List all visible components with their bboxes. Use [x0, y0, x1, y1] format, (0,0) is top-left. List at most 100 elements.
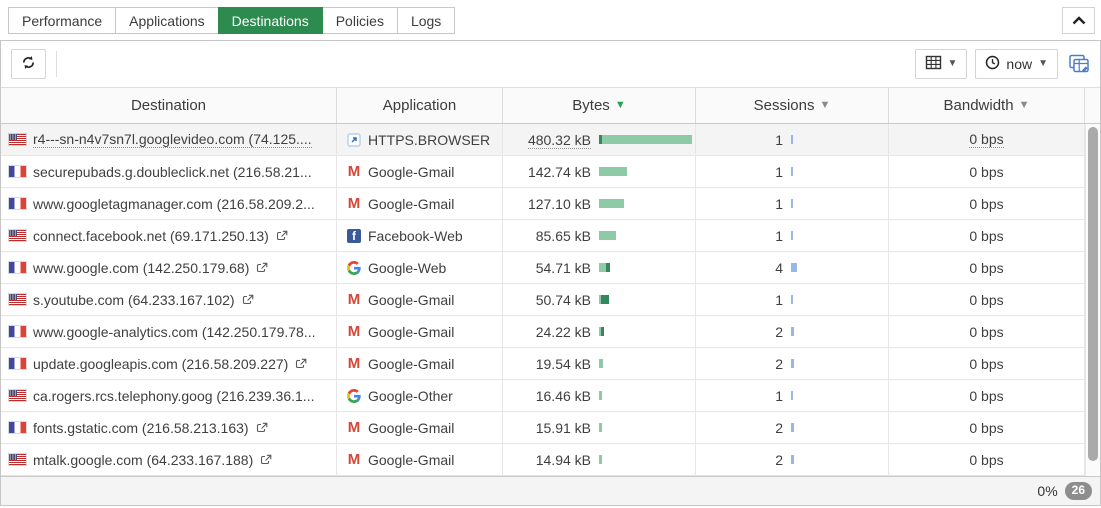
destination-text[interactable]: connect.facebook.net (69.171.250.13) — [33, 227, 269, 244]
popout-report-icon[interactable] — [1068, 54, 1092, 75]
destination-text[interactable]: ca.rogers.rcs.telephony.goog (216.239.36… — [33, 387, 315, 404]
external-link-icon[interactable] — [276, 230, 288, 242]
bandwidth-value[interactable]: 0 bps — [969, 355, 1004, 372]
tab-policies[interactable]: Policies — [321, 7, 398, 34]
column-header-bandwidth[interactable]: Bandwidth ▼ — [889, 88, 1085, 123]
table-row[interactable]: connect.facebook.net (69.171.250.13) f F… — [1, 220, 1100, 252]
toolbar: ▼ now ▼ — [1, 41, 1100, 88]
table-row[interactable]: mtalk.google.com (64.233.167.188) M Goog… — [1, 444, 1100, 476]
bytes-value[interactable]: 15.91 kB — [535, 419, 591, 436]
table-row[interactable]: www.google-analytics.com (142.250.179.78… — [1, 316, 1100, 348]
sessions-value[interactable]: 2 — [775, 451, 783, 468]
vertical-scrollbar[interactable] — [1085, 124, 1100, 476]
bandwidth-value[interactable]: 0 bps — [969, 195, 1004, 212]
flag-us-icon — [9, 390, 26, 401]
bytes-value[interactable]: 50.74 kB — [535, 291, 591, 308]
flag-fr-icon — [9, 166, 26, 177]
sort-desc-icon: ▼ — [819, 99, 831, 111]
destination-text[interactable]: www.google.com (142.250.179.68) — [33, 259, 250, 276]
bytes-bar — [599, 295, 609, 304]
bandwidth-value[interactable]: 0 bps — [969, 419, 1004, 436]
destination-text[interactable]: www.googletagmanager.com (216.58.209.2..… — [33, 195, 315, 212]
sessions-value[interactable]: 2 — [775, 419, 783, 436]
bandwidth-value[interactable]: 0 bps — [969, 163, 1004, 180]
bytes-value[interactable]: 127.10 kB — [527, 195, 591, 212]
destination-text[interactable]: securepubads.g.doubleclick.net (216.58.2… — [33, 163, 312, 180]
bandwidth-value[interactable]: 0 bps — [969, 291, 1004, 308]
sessions-value[interactable]: 4 — [775, 259, 783, 276]
table-row[interactable]: www.google.com (142.250.179.68) Google-W… — [1, 252, 1100, 284]
bytes-value[interactable]: 24.22 kB — [535, 323, 591, 340]
time-period-button[interactable]: now ▼ — [975, 49, 1058, 79]
table-footer: 0% 26 — [1, 476, 1100, 505]
column-header-sessions[interactable]: Sessions ▼ — [696, 88, 889, 123]
application-label: HTTPS.BROWSER — [368, 131, 491, 148]
destination-text[interactable]: update.googleapis.com (216.58.209.227) — [33, 355, 289, 372]
table-row[interactable]: ca.rogers.rcs.telephony.goog (216.239.36… — [1, 380, 1100, 412]
tab-logs[interactable]: Logs — [396, 7, 456, 34]
destination-text[interactable]: mtalk.google.com (64.233.167.188) — [33, 451, 254, 468]
bytes-value[interactable]: 142.74 kB — [527, 163, 591, 180]
bandwidth-value[interactable]: 0 bps — [969, 323, 1004, 340]
table-row[interactable]: s.youtube.com (64.233.167.102) M Google-… — [1, 284, 1100, 316]
table-row[interactable]: r4---sn-n4v7sn7l.googlevideo.com (74.125… — [1, 124, 1100, 156]
sessions-bar — [791, 391, 793, 400]
sessions-value[interactable]: 1 — [775, 163, 783, 180]
refresh-button[interactable] — [11, 49, 46, 79]
sessions-value[interactable]: 1 — [775, 195, 783, 212]
sessions-bar — [791, 295, 793, 304]
table-row[interactable]: update.googleapis.com (216.58.209.227) M… — [1, 348, 1100, 380]
bytes-bar — [599, 455, 602, 464]
external-link-icon[interactable] — [256, 422, 268, 434]
destination-text[interactable]: www.google-analytics.com (142.250.179.78… — [33, 323, 316, 340]
destination-text[interactable]: s.youtube.com (64.233.167.102) — [33, 291, 235, 308]
tab-destinations[interactable]: Destinations — [217, 7, 323, 34]
bytes-value[interactable]: 19.54 kB — [535, 355, 591, 372]
tab-applications[interactable]: Applications — [115, 7, 219, 34]
sessions-value[interactable]: 2 — [775, 323, 783, 340]
bandwidth-value[interactable]: 0 bps — [969, 131, 1004, 148]
table-row[interactable]: securepubads.g.doubleclick.net (216.58.2… — [1, 156, 1100, 188]
external-link-icon[interactable] — [256, 262, 268, 274]
bandwidth-value[interactable]: 0 bps — [969, 227, 1004, 244]
application-label: Google-Gmail — [368, 419, 455, 436]
bytes-bar — [599, 327, 604, 336]
destination-text[interactable]: fonts.gstatic.com (216.58.213.163) — [33, 419, 249, 436]
column-label: Application — [382, 97, 457, 114]
column-header-application[interactable]: Application — [337, 88, 503, 123]
bytes-value[interactable]: 85.65 kB — [535, 227, 591, 244]
tabs: Performance Applications Destinations Polic… — [8, 7, 456, 34]
bytes-bar — [599, 135, 692, 144]
sessions-value[interactable]: 1 — [775, 131, 783, 148]
gmail-icon: M — [347, 419, 361, 436]
flag-us-icon — [9, 134, 26, 145]
gmail-icon: M — [347, 451, 361, 468]
external-link-icon[interactable] — [260, 454, 272, 466]
external-link-icon[interactable] — [295, 358, 307, 370]
scrollbar-thumb[interactable] — [1088, 127, 1098, 461]
column-header-bytes[interactable]: Bytes ▼ — [503, 88, 696, 123]
bandwidth-value[interactable]: 0 bps — [969, 259, 1004, 276]
destination-text[interactable]: r4---sn-n4v7sn7l.googlevideo.com (74.125… — [33, 131, 312, 148]
bandwidth-value[interactable]: 0 bps — [969, 387, 1004, 404]
bandwidth-value[interactable]: 0 bps — [969, 451, 1004, 468]
tab-performance[interactable]: Performance — [8, 7, 117, 34]
sessions-bar — [791, 359, 794, 368]
sessions-value[interactable]: 1 — [775, 227, 783, 244]
table-row[interactable]: www.googletagmanager.com (216.58.209.2..… — [1, 188, 1100, 220]
google-icon — [346, 260, 362, 276]
bytes-value[interactable]: 14.94 kB — [535, 451, 591, 468]
column-settings-button[interactable]: ▼ — [914, 49, 968, 79]
column-label: Bytes — [572, 97, 610, 114]
collapse-panel-button[interactable] — [1062, 7, 1095, 34]
external-link-icon[interactable] — [242, 294, 254, 306]
sessions-value[interactable]: 1 — [775, 291, 783, 308]
bytes-value[interactable]: 480.32 kB — [527, 131, 591, 149]
sessions-value[interactable]: 2 — [775, 355, 783, 372]
bytes-value[interactable]: 16.46 kB — [535, 387, 591, 404]
table-row[interactable]: fonts.gstatic.com (216.58.213.163) M Goo… — [1, 412, 1100, 444]
column-header-destination[interactable]: Destination — [1, 88, 337, 123]
sessions-value[interactable]: 1 — [775, 387, 783, 404]
bytes-value[interactable]: 54.71 kB — [535, 259, 591, 276]
sessions-bar — [791, 263, 797, 272]
